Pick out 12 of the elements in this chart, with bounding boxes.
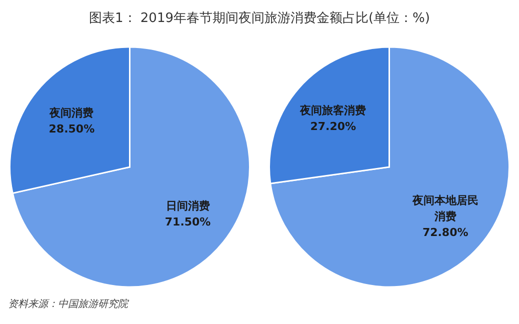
pie-slice [12,46,250,288]
slice-label: 夜间消费 [48,106,94,120]
data-label: 28.50% [48,122,95,136]
text: 资料来源：中国旅游研究院 [8,298,130,310]
chart-title: 图表1： 2019年春节期间夜间旅游消费金额占比(单位：%) [89,10,430,26]
data-label: 72.80% [422,226,468,239]
pie-slice [270,46,510,288]
slice-label: 日间消费 [166,200,210,213]
slice-label: 夜间本地居民消费 [411,194,478,223]
slice-label: 夜间旅客消费 [299,104,366,118]
data-label: 71.50% [164,216,211,229]
data-label: 27.20% [310,120,356,134]
